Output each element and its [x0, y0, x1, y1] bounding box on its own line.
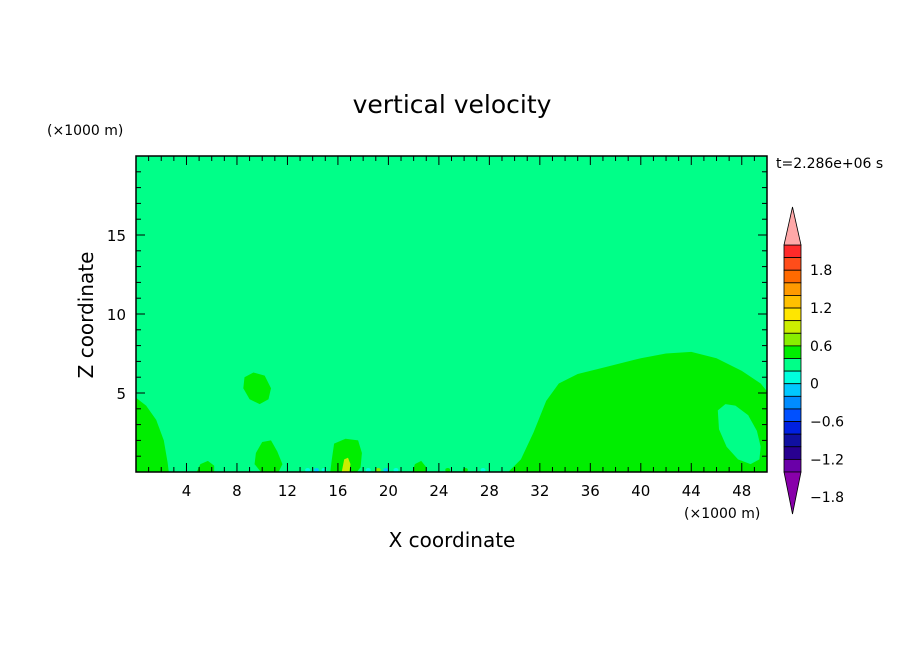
- region-updraft-small-22: [412, 460, 427, 472]
- region-updraft-blob-lower: [254, 440, 283, 472]
- region-yellow-core-16: [341, 457, 351, 472]
- y-tick-label: 15: [107, 227, 126, 245]
- region-updraft-left-edge: [136, 397, 169, 472]
- x-tick-label: 16: [328, 482, 347, 500]
- surface-speckle: [365, 468, 371, 472]
- colorbar: 1.8 1.2 0.6 0 −0.6 −1.2 −1.8: [783, 206, 844, 515]
- x-unit-label: (×1000 m): [684, 506, 760, 522]
- surface-speckle: [383, 468, 389, 472]
- surface-speckle: [445, 468, 451, 472]
- field-layer: [136, 156, 767, 472]
- surface-speckle: [480, 468, 486, 472]
- region-large-updraft-right: [508, 351, 767, 472]
- colorbar-bin: [783, 295, 802, 309]
- colorbar-tick-label: −1.8: [810, 490, 844, 506]
- surface-speckle: [313, 468, 319, 472]
- colorbar-tick-label: 1.8: [810, 263, 832, 279]
- chart-title: vertical velocity: [353, 90, 552, 119]
- y-unit-label: (×1000 m): [47, 123, 123, 139]
- colorbar-tick-label: −0.6: [810, 415, 844, 431]
- x-tick-label: 48: [732, 482, 751, 500]
- x-tick-label: 20: [379, 482, 398, 500]
- x-tick-label: 12: [278, 482, 297, 500]
- x-tick-label: 24: [429, 482, 448, 500]
- colorbar-bin: [783, 421, 802, 435]
- colorbar-bin: [783, 458, 802, 473]
- colorbar-tick-label: 0: [810, 377, 819, 393]
- colorbar-bin: [783, 244, 802, 259]
- colorbar-bin: [783, 345, 802, 359]
- surface-speckle: [305, 468, 311, 472]
- x-tick-label: 8: [232, 482, 242, 500]
- region-downdraft-pocket-right: [717, 404, 761, 465]
- x-tick-label: 44: [682, 482, 701, 500]
- surface-speckle: [393, 468, 399, 472]
- y-tick-label: 5: [116, 385, 126, 403]
- surface-speckle: [375, 468, 381, 472]
- colorbar-bin: [783, 257, 802, 271]
- colorbar-bin: [783, 269, 802, 284]
- colorbar-bin: [783, 282, 802, 296]
- colorbar-bin: [783, 320, 802, 334]
- x-tick-label: 4: [182, 482, 192, 500]
- colorbar-tick-label: 0.6: [810, 339, 832, 355]
- x-tick-label: 40: [631, 482, 650, 500]
- colorbar-bin: [783, 395, 802, 410]
- colorbar-tick-label: −1.2: [810, 452, 844, 468]
- region-updraft-blob-upper: [243, 372, 271, 405]
- x-tick-label: 28: [480, 482, 499, 500]
- plot-area: [136, 156, 767, 472]
- region-updraft-small-5: [196, 460, 215, 472]
- colorbar-under-triangle: [783, 471, 802, 515]
- x-axis-title: X coordinate: [389, 528, 516, 552]
- time-label: t=2.286e+06 s: [776, 156, 883, 172]
- colorbar-bin: [783, 408, 802, 422]
- colorbar-bin: [783, 383, 802, 397]
- colorbar-bin: [783, 433, 802, 448]
- colorbar-tick-label: 1.2: [810, 301, 832, 317]
- colorbar-over-triangle: [783, 206, 802, 246]
- colorbar-bin: [783, 358, 802, 372]
- colorbar-bin: [783, 370, 802, 385]
- colorbar-bin: [783, 446, 802, 460]
- y-axis-title: Z coordinate: [74, 252, 98, 379]
- x-tick-label: 36: [581, 482, 600, 500]
- y-tick-label: 10: [107, 306, 126, 324]
- x-tick-label: 32: [530, 482, 549, 500]
- colorbar-bin: [783, 332, 802, 347]
- colorbar-bin: [783, 307, 802, 322]
